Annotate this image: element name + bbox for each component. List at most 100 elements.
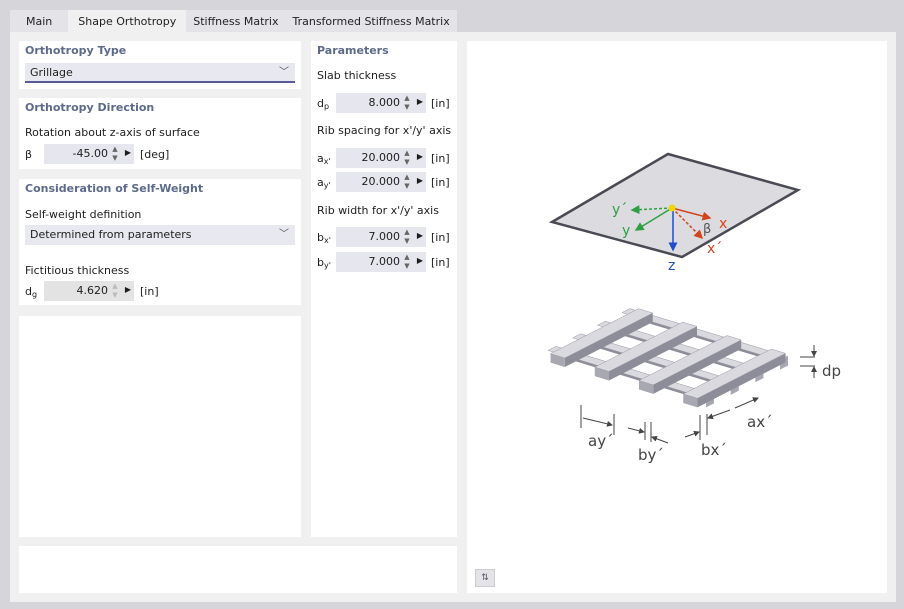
tab-shape-orthotropy[interactable]: Shape Orthotropy	[68, 10, 187, 32]
tab-bar: Main Shape Orthotropy Stiffness Matrix T…	[10, 10, 457, 32]
by-unit: [in]	[431, 256, 450, 269]
x-prime-axis	[671, 207, 704, 240]
play-arrow-icon[interactable]: ▶	[416, 152, 423, 161]
ax-input[interactable]: 20.000 ▲ ▼ ▶	[336, 148, 426, 168]
origin-point	[668, 204, 676, 212]
orthotropy-type-value: Grillage	[30, 66, 73, 79]
spin-arrows-icon[interactable]: ▲ ▼	[404, 149, 410, 166]
y-axis	[634, 207, 673, 231]
label-dp: dp	[822, 362, 841, 380]
by-input[interactable]: 7.000 ▲ ▼ ▶	[336, 252, 426, 272]
dp-unit: [in]	[431, 97, 450, 110]
orthotropy-type-title: Orthotropy Type	[25, 44, 127, 57]
label-ax: ax´	[747, 413, 773, 431]
content-area: Orthotropy Type Grillage ﹀ Orthotropy Dir…	[10, 32, 896, 602]
self-weight-panel: Consideration of Self-Weight Self-weight…	[19, 179, 301, 305]
by-symbol: by'	[317, 256, 331, 270]
grillage-ribs	[547, 308, 789, 408]
dimension-lines	[580, 345, 817, 444]
label-beta: β	[703, 222, 711, 237]
chevron-down-icon: ﹀	[279, 67, 289, 78]
spin-arrows-icon: ▲ ▼	[112, 282, 118, 299]
play-arrow-icon[interactable]: ▶	[416, 176, 423, 185]
dg-unit: [in]	[140, 285, 159, 298]
rib-y-side	[608, 326, 697, 381]
rib-y-side	[697, 353, 786, 408]
parameters-title: Parameters	[317, 44, 389, 57]
illustration-panel: y´ y z x x´ β dp ay´ by´ bx´ ax´ ⇅	[467, 41, 887, 593]
orthotropy-type-select[interactable]: Grillage ﹀	[25, 63, 295, 83]
self-weight-def-value: Determined from parameters	[30, 228, 192, 241]
y-prime-axis	[630, 205, 673, 215]
dg-value: 4.620	[76, 284, 109, 297]
label-ay: ay´	[588, 432, 614, 450]
dp-input[interactable]: 8.000 ▲ ▼ ▶	[336, 93, 426, 113]
ay-input[interactable]: 20.000 ▲ ▼ ▶	[336, 172, 426, 192]
beta-symbol: β	[25, 148, 33, 161]
bottom-panel	[19, 546, 457, 593]
rib-y	[549, 308, 654, 359]
rib-width-label: Rib width for x'/y' axis	[317, 204, 439, 217]
ay-symbol: ay'	[317, 176, 331, 190]
label-bx: bx´	[701, 441, 727, 459]
self-weight-def-select[interactable]: Determined from parameters ﹀	[25, 225, 295, 245]
orthotropy-direction-title: Orthotropy Direction	[25, 101, 155, 114]
bx-symbol: bx'	[317, 231, 331, 245]
label-y: y	[622, 223, 630, 239]
chevron-down-icon: ﹀	[279, 229, 289, 240]
ay-value: 20.000	[361, 175, 401, 188]
spin-arrows-icon[interactable]: ▲ ▼	[404, 94, 410, 111]
tab-stiffness-matrix[interactable]: Stiffness Matrix	[186, 10, 286, 32]
dg-input: 4.620 ▲ ▼ ▶	[44, 281, 134, 301]
label-y-prime: y´	[612, 202, 627, 218]
label-x-prime: x´	[707, 241, 722, 257]
label-by: by´	[638, 446, 664, 464]
spin-arrows-icon[interactable]: ▲ ▼	[404, 228, 410, 245]
spin-arrows-icon[interactable]: ▲ ▼	[404, 173, 410, 190]
grillage-illustration: y´ y z x x´ β dp ay´ by´ bx´ ax´	[547, 152, 841, 464]
ax-symbol: ax'	[317, 152, 331, 166]
rib-y	[594, 321, 698, 372]
ay-unit: [in]	[431, 176, 450, 189]
ax-value: 20.000	[361, 151, 401, 164]
orthotropy-direction-panel: Orthotropy Direction Rotation about z-ax…	[19, 98, 301, 169]
x-axis	[671, 207, 712, 221]
tab-main[interactable]: Main	[10, 10, 69, 32]
play-arrow-icon[interactable]: ▶	[416, 231, 423, 240]
rotation-label: Rotation about z-axis of surface	[25, 126, 200, 139]
orthotropy-type-panel: Orthotropy Type Grillage ﹀	[19, 41, 301, 89]
beta-unit: [deg]	[140, 148, 170, 161]
play-arrow-icon[interactable]: ▶	[416, 256, 423, 265]
rib-y-side	[653, 339, 742, 394]
beta-value: -45.00	[72, 147, 108, 160]
by-value: 7.000	[368, 255, 401, 268]
rib-y-side	[564, 313, 653, 367]
play-arrow-icon[interactable]: ▶	[416, 97, 423, 106]
play-arrow-icon[interactable]: ▶	[124, 148, 131, 157]
play-arrow-icon[interactable]: ▶	[124, 285, 131, 294]
spin-arrows-icon[interactable]: ▲ ▼	[404, 253, 410, 270]
bx-input[interactable]: 7.000 ▲ ▼ ▶	[336, 227, 426, 247]
bx-value: 7.000	[368, 230, 401, 243]
surface-plate	[548, 152, 802, 259]
ax-unit: [in]	[431, 152, 450, 165]
self-weight-title: Consideration of Self-Weight	[25, 182, 204, 195]
fictitious-thickness-label: Fictitious thickness	[25, 264, 130, 277]
rib-spacing-label: Rib spacing for x'/y' axis	[317, 124, 452, 137]
self-weight-def-label: Self-weight definition	[25, 208, 142, 221]
empty-panel	[19, 316, 301, 537]
rib-y	[638, 335, 742, 386]
spin-arrows-icon[interactable]: ▲ ▼	[112, 145, 118, 162]
parameters-panel: Parameters Slab thickness Rib spacing fo…	[311, 41, 457, 537]
dp-symbol: dp	[317, 97, 330, 111]
view-options-icon[interactable]: ⇅	[475, 569, 495, 587]
dp-value: 8.000	[368, 96, 401, 109]
label-z: z	[668, 258, 675, 274]
dg-symbol: dg	[25, 285, 38, 299]
bx-unit: [in]	[431, 231, 450, 244]
rib-y	[682, 348, 787, 399]
label-x: x	[719, 216, 727, 232]
slab-thickness-label: Slab thickness	[317, 69, 397, 82]
tab-transformed-stiffness-matrix[interactable]: Transformed Stiffness Matrix	[285, 10, 457, 32]
beta-input[interactable]: -45.00 ▲ ▼ ▶	[44, 144, 134, 164]
